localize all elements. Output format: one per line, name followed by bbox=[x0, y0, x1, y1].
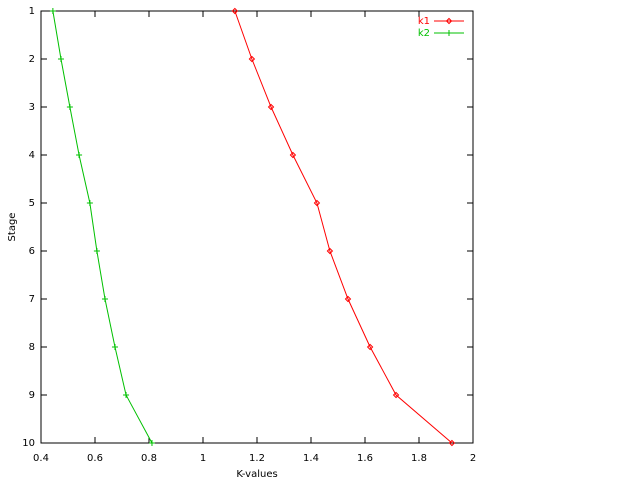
x-tick-label: 0.8 bbox=[141, 453, 157, 464]
y-tick-label: 7 bbox=[29, 294, 35, 305]
point bbox=[123, 392, 130, 398]
point bbox=[392, 391, 400, 399]
legend-marker bbox=[445, 17, 453, 25]
x-axis-label: K-values bbox=[236, 469, 277, 480]
point bbox=[344, 295, 352, 303]
series-line bbox=[234, 10, 453, 444]
y-tick-label: 4 bbox=[29, 150, 35, 161]
point bbox=[148, 440, 155, 446]
y-tick-label: 3 bbox=[29, 102, 35, 113]
point bbox=[101, 296, 108, 302]
x-tick-label: 1.4 bbox=[303, 453, 319, 464]
x-tick-label: 1 bbox=[200, 453, 206, 464]
point bbox=[231, 7, 239, 15]
y-axis-label: Stage bbox=[7, 213, 18, 242]
x-tick-label: 0.4 bbox=[33, 453, 49, 464]
point bbox=[289, 151, 297, 159]
point bbox=[49, 8, 56, 14]
y-tick-label: 6 bbox=[29, 246, 35, 257]
point bbox=[366, 343, 374, 351]
plot-frame bbox=[40, 10, 474, 444]
x-tick-label: 0.6 bbox=[87, 453, 103, 464]
point bbox=[448, 439, 456, 447]
point bbox=[267, 103, 275, 111]
legend-marker bbox=[446, 30, 452, 36]
series-line bbox=[52, 10, 153, 444]
x-tick-label: 1.2 bbox=[249, 453, 265, 464]
y-tick-label: 10 bbox=[22, 438, 35, 449]
point bbox=[57, 56, 64, 62]
x-tick-label: 1.6 bbox=[357, 453, 373, 464]
point bbox=[86, 200, 93, 206]
y-tick-label: 8 bbox=[29, 342, 35, 353]
x-tick-label: 2 bbox=[470, 453, 476, 464]
point bbox=[66, 104, 73, 110]
point bbox=[248, 55, 256, 63]
point bbox=[111, 344, 118, 350]
point bbox=[76, 152, 83, 158]
legend-label: k2 bbox=[418, 28, 430, 39]
y-tick-label: 1 bbox=[29, 6, 35, 17]
y-tick-label: 2 bbox=[29, 54, 35, 65]
point bbox=[326, 247, 334, 255]
y-tick-label: 9 bbox=[29, 390, 35, 401]
point bbox=[313, 199, 321, 207]
legend-label: k1 bbox=[418, 16, 430, 27]
point bbox=[93, 248, 100, 254]
y-tick-label: 5 bbox=[29, 198, 35, 209]
x-tick-label: 1.8 bbox=[411, 453, 427, 464]
